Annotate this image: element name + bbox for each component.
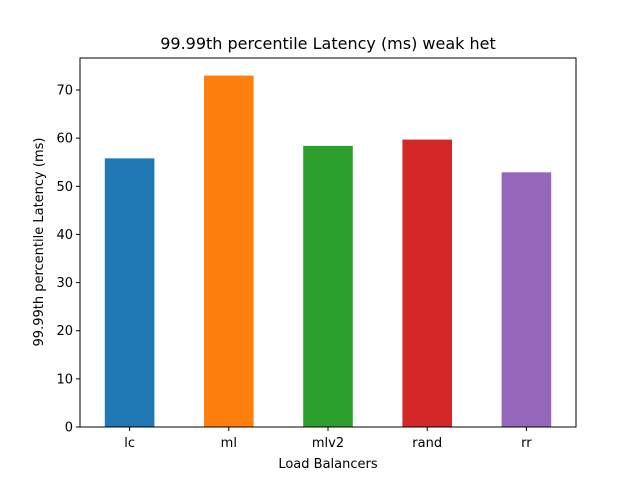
x-tick-label-ml: ml <box>221 436 237 451</box>
x-axis: lc ml mlv2 rand rr <box>124 427 532 451</box>
bar-rand <box>402 139 452 427</box>
y-axis: 0 10 20 30 40 50 60 70 <box>56 84 80 436</box>
bar-ml <box>204 75 254 427</box>
x-tick-label-rand: rand <box>412 436 442 451</box>
y-tick-label-30: 30 <box>56 276 73 291</box>
y-tick-label-20: 20 <box>56 324 73 339</box>
plot-area-frame <box>79 57 577 428</box>
bar-mlv2 <box>303 145 353 428</box>
bar-rr <box>501 172 552 427</box>
x-tick-label-rr: rr <box>521 436 532 451</box>
y-tick-label-50: 50 <box>56 180 73 195</box>
bars-group <box>104 75 552 428</box>
y-tick-label-40: 40 <box>56 228 73 243</box>
y-tick-label-10: 10 <box>56 372 73 387</box>
x-tick-label-mlv2: mlv2 <box>312 436 344 451</box>
y-tick-label-60: 60 <box>56 132 73 147</box>
y-axis-label: 99.99th percentile Latency (ms) <box>32 138 47 347</box>
y-tick-label-70: 70 <box>56 84 73 99</box>
x-axis-label: Load Balancers <box>278 457 378 472</box>
bar-lc <box>104 158 155 427</box>
y-tick-label-0: 0 <box>65 421 73 436</box>
x-tick-label-lc: lc <box>124 436 135 451</box>
chart-title: 99.99th percentile Latency (ms) weak het <box>160 34 496 53</box>
